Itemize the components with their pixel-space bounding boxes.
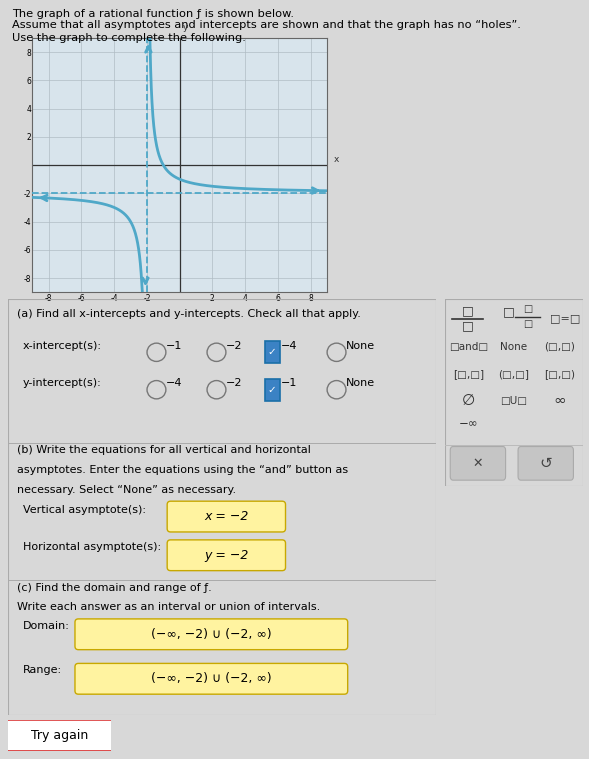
Text: □=□: □=□: [550, 313, 580, 323]
Text: x-intercept(s):: x-intercept(s):: [22, 341, 102, 351]
Text: Write each answer as an interval or union of intervals.: Write each answer as an interval or unio…: [17, 602, 320, 612]
Text: x = −2: x = −2: [204, 510, 249, 523]
Text: □: □: [523, 304, 532, 314]
Text: [□,□]: [□,□]: [453, 369, 484, 379]
Text: Assume that all asymptotes and intercepts are shown and that the graph has no “h: Assume that all asymptotes and intercept…: [12, 20, 521, 30]
FancyBboxPatch shape: [167, 501, 286, 532]
Text: (−∞, −2) ∪ (−2, ∞): (−∞, −2) ∪ (−2, ∞): [151, 628, 272, 641]
Text: None: None: [500, 342, 528, 351]
Text: ✕: ✕: [472, 457, 483, 470]
FancyBboxPatch shape: [75, 663, 348, 694]
Text: (□,□): (□,□): [544, 342, 575, 351]
Text: None: None: [346, 378, 375, 388]
Text: −1: −1: [166, 341, 182, 351]
FancyBboxPatch shape: [450, 446, 505, 480]
Text: necessary. Select “None” as necessary.: necessary. Select “None” as necessary.: [17, 485, 236, 495]
Text: None: None: [346, 341, 375, 351]
Text: Range:: Range:: [22, 665, 62, 675]
Text: y-intercept(s):: y-intercept(s):: [22, 378, 101, 388]
FancyBboxPatch shape: [518, 446, 574, 480]
FancyBboxPatch shape: [167, 540, 286, 571]
Text: Horizontal asymptote(s):: Horizontal asymptote(s):: [22, 543, 161, 553]
Text: (b) Write the equations for all vertical and horizontal: (b) Write the equations for all vertical…: [17, 446, 311, 455]
Text: ↺: ↺: [540, 456, 552, 471]
Text: Use the graph to complete the following.: Use the graph to complete the following.: [12, 33, 246, 43]
Text: (−∞, −2) ∪ (−2, ∞): (−∞, −2) ∪ (−2, ∞): [151, 672, 272, 685]
Text: −2: −2: [226, 378, 242, 388]
Text: (a) Find all x-intercepts and y-intercepts. Check all that apply.: (a) Find all x-intercepts and y-intercep…: [17, 310, 361, 320]
Text: □: □: [523, 319, 532, 329]
Text: −2: −2: [226, 341, 242, 351]
Text: □: □: [502, 306, 514, 319]
Text: −∞: −∞: [458, 417, 478, 430]
Text: Domain:: Domain:: [22, 622, 70, 631]
FancyBboxPatch shape: [5, 720, 114, 751]
Text: (c) Find the domain and range of ƒ.: (c) Find the domain and range of ƒ.: [17, 583, 212, 593]
Text: (□,□]: (□,□]: [498, 369, 530, 379]
FancyBboxPatch shape: [265, 379, 280, 401]
Text: y: y: [183, 24, 188, 33]
FancyBboxPatch shape: [265, 342, 280, 363]
Text: ∞: ∞: [553, 393, 566, 408]
Text: asymptotes. Enter the equations using the “and” button as: asymptotes. Enter the equations using th…: [17, 465, 348, 475]
Text: −4: −4: [166, 378, 182, 388]
Text: ✓: ✓: [268, 348, 277, 357]
FancyBboxPatch shape: [75, 619, 348, 650]
Text: y = −2: y = −2: [204, 549, 249, 562]
Text: −4: −4: [281, 341, 297, 351]
Text: □and□: □and□: [449, 342, 488, 351]
Text: Vertical asymptote(s):: Vertical asymptote(s):: [22, 505, 145, 515]
Text: The graph of a rational function ƒ is shown below.: The graph of a rational function ƒ is sh…: [12, 9, 294, 19]
Text: ∅: ∅: [462, 393, 475, 408]
Text: −1: −1: [281, 378, 297, 388]
Text: □: □: [462, 320, 474, 332]
Text: x: x: [333, 155, 339, 164]
Text: [□,□): [□,□): [544, 369, 575, 379]
Text: Try again: Try again: [31, 729, 88, 742]
Text: ✓: ✓: [268, 385, 277, 395]
Text: □: □: [462, 304, 474, 318]
Text: □U□: □U□: [501, 395, 527, 406]
